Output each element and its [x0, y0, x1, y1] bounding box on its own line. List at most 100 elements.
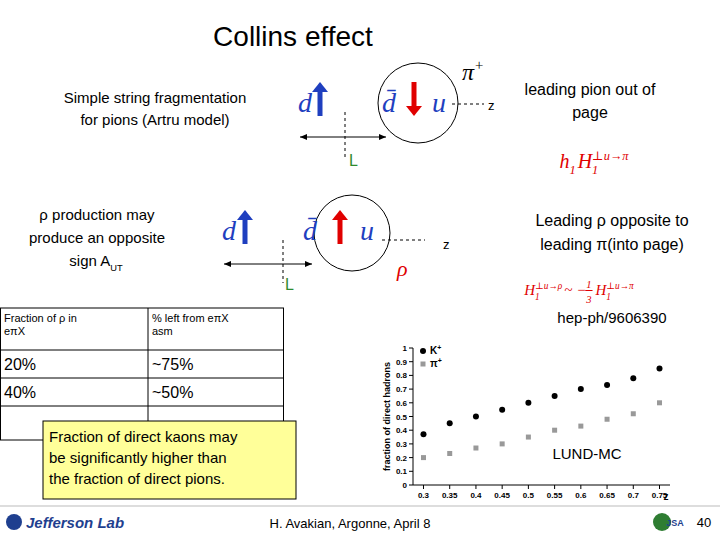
y-tick: [409, 402, 413, 403]
text: 0.45: [494, 491, 510, 500]
text: z: [664, 491, 669, 502]
text: L: [285, 276, 294, 293]
span-head: [300, 134, 307, 140]
text: 20%: [4, 356, 36, 373]
data-point: [526, 435, 531, 440]
x-tick: [449, 485, 450, 489]
text: JSA: [666, 518, 684, 528]
text: ρ: [396, 256, 408, 281]
data-point: [578, 386, 584, 392]
y-tick: [409, 348, 413, 349]
plot-area: [420, 366, 662, 461]
x-tick: [528, 485, 529, 489]
text: u: [432, 87, 446, 118]
x-tick: [633, 485, 634, 489]
data-point: [578, 424, 583, 429]
data-point: [630, 375, 636, 381]
spin-arrow: [412, 82, 417, 109]
spin-arrow-head: [406, 106, 422, 116]
text: for pions (Artru model): [80, 111, 229, 128]
x-axis: [413, 485, 670, 486]
rich-text: produce an opposite: [29, 229, 165, 246]
text: ⊥u→ρ: [535, 281, 563, 291]
orbital-line: [345, 112, 346, 158]
text: produce an opposite: [29, 229, 165, 246]
text: UT: [110, 263, 123, 273]
span-head: [305, 261, 312, 267]
z-axis-line: [452, 104, 484, 105]
text: 1: [586, 279, 591, 290]
hadron-circle: [314, 195, 390, 271]
text: LUND-MC: [552, 445, 621, 462]
text: 0.7: [396, 385, 408, 394]
hadron-circle: [378, 63, 458, 143]
text: asm: [152, 325, 173, 337]
logo-icon: [6, 514, 22, 530]
table-divider: [0, 378, 283, 379]
text: 0.9: [396, 358, 408, 367]
legend-marker: [421, 362, 426, 367]
fraction-bar: [585, 290, 592, 291]
text: 0.65: [599, 491, 615, 500]
spin-arrow: [338, 217, 343, 244]
rich-text: H⊥u→ρ1 ~ −13H⊥u→π1: [523, 279, 634, 305]
rich-text: π+: [462, 57, 484, 85]
text: page: [572, 104, 608, 121]
data-point: [552, 428, 557, 433]
data-point: [420, 431, 426, 437]
text: ⊥u→π: [592, 149, 629, 163]
span-head: [379, 134, 386, 140]
rich-text: Simple string fragmentation: [64, 89, 247, 106]
text: 40: [697, 515, 711, 530]
text: 0.2: [396, 454, 408, 463]
text: ~75%: [152, 356, 193, 373]
x-tick: [554, 485, 555, 489]
text: 1: [569, 163, 575, 177]
string-span: [300, 137, 386, 138]
text: d̄: [382, 87, 397, 118]
text: 0.8: [396, 371, 408, 380]
text: ~50%: [152, 384, 193, 401]
text: 0.4: [396, 426, 408, 435]
data-point: [499, 407, 505, 413]
text: d: [222, 215, 237, 246]
spin-arrow: [318, 89, 323, 116]
text: 0.3: [418, 491, 430, 500]
table-frame: [1, 308, 284, 440]
text: sign A: [69, 252, 110, 269]
text: 0.7: [628, 491, 640, 500]
x-tick: [607, 485, 608, 489]
data-point: [447, 451, 452, 456]
spin-arrow-head: [312, 82, 328, 92]
text: 0.35: [442, 491, 458, 500]
legend-marker: [420, 348, 426, 354]
legend-label: π+: [430, 357, 442, 369]
text: eπX: [4, 325, 26, 337]
text: u: [360, 215, 374, 246]
y-tick: [409, 389, 413, 390]
x-tick: [475, 485, 476, 489]
x-tick: [423, 485, 424, 489]
text: 40%: [4, 384, 36, 401]
text: 1: [403, 344, 408, 353]
legend-label-charge: +: [437, 344, 441, 351]
text: Jefferson Lab: [26, 514, 124, 531]
table-divider: [0, 350, 283, 351]
text: H: [577, 150, 594, 172]
orbital-line: [283, 240, 284, 283]
x-tick: [659, 485, 660, 489]
legend-label: K+: [430, 344, 441, 356]
spin-arrow-head: [332, 210, 348, 220]
text: 0.1: [396, 467, 408, 476]
rich-text: h1H⊥u→π1: [559, 149, 629, 177]
rich-text: ρ production may: [39, 206, 155, 223]
rich-text: for pions (Artru model): [80, 111, 229, 128]
text: 0.55: [547, 491, 563, 500]
y-tick: [409, 485, 413, 486]
data-point: [604, 382, 610, 388]
text: be significantly higher than: [49, 449, 227, 466]
data-point: [657, 400, 662, 405]
text: 1: [592, 163, 598, 177]
text: leading π(into page): [540, 236, 684, 253]
text: 0.5: [523, 491, 535, 500]
